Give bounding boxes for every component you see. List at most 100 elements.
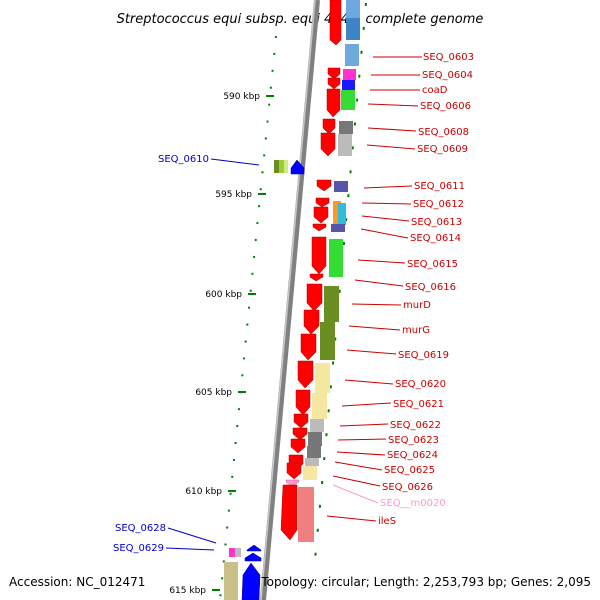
cog-block-seq-0603c bbox=[345, 44, 359, 66]
gene-label-seq-m0020[interactable]: SEQ__m0020 bbox=[380, 498, 446, 509]
gene-arrow-coad[interactable] bbox=[327, 77, 341, 90]
cog-block-seq-0623 bbox=[308, 432, 322, 446]
gene-arrow-seq-0610[interactable] bbox=[290, 159, 305, 175]
cog-block-seq-0626 bbox=[303, 466, 317, 480]
gene-label-coad[interactable]: coaD bbox=[422, 85, 448, 96]
gene-arrow-seq-0626[interactable] bbox=[286, 462, 302, 480]
cog-block-seq-0603 bbox=[346, 0, 360, 18]
cog-block-iles bbox=[298, 487, 314, 542]
forward-genes bbox=[224, 159, 305, 600]
gene-arrow-seq-0628[interactable] bbox=[246, 544, 262, 552]
gene-label-seq-0626[interactable]: SEQ_0626 bbox=[382, 482, 433, 493]
scale-label: 600 kbp bbox=[205, 290, 242, 300]
gene-label-seq-0614[interactable]: SEQ_0614 bbox=[410, 233, 461, 244]
cog-block-seq-0628b bbox=[235, 548, 241, 557]
gene-arrow-seq-0608[interactable] bbox=[322, 118, 336, 135]
scale: 590 kbp 595 kbp 600 kbp 605 kbp 610 kbp … bbox=[169, 92, 274, 596]
gene-arrow-seq-0629b[interactable] bbox=[241, 562, 261, 600]
tick-track bbox=[219, 35, 277, 600]
gene-label-seq-0625[interactable]: SEQ_0625 bbox=[384, 465, 435, 476]
cog-block-seq-0609 bbox=[338, 134, 352, 156]
gene-label-seq-0623[interactable]: SEQ_0623 bbox=[388, 435, 439, 446]
gene-arrow-seq-0612[interactable] bbox=[315, 197, 330, 208]
gene-label-seq-0603[interactable]: SEQ_0603 bbox=[423, 52, 474, 63]
gene-label-seq-0615[interactable]: SEQ_0615 bbox=[407, 259, 458, 270]
gene-labels: SEQ_0603 SEQ_0604 coaD SEQ_0606 SEQ_0608… bbox=[113, 52, 474, 554]
gene-label-seq-0624[interactable]: SEQ_0624 bbox=[387, 450, 438, 461]
cog-block-seq-0620 bbox=[315, 363, 330, 393]
gene-label-seq-0619[interactable]: SEQ_0619 bbox=[398, 350, 449, 361]
gene-label-seq-0622[interactable]: SEQ_0622 bbox=[390, 420, 441, 431]
cog-block-seq-0615 bbox=[329, 239, 343, 277]
cog-block-seq-0606 bbox=[341, 90, 355, 110]
gene-label-seq-0606[interactable]: SEQ_0606 bbox=[420, 101, 471, 112]
scale-label: 605 kbp bbox=[195, 388, 232, 398]
topology-bg bbox=[286, 572, 597, 590]
cog-block-seq-0621 bbox=[312, 393, 327, 419]
gene-label-seq-0612[interactable]: SEQ_0612 bbox=[413, 199, 464, 210]
gene-arrow-seq-0604[interactable] bbox=[327, 67, 341, 80]
cog-block-seq-0611 bbox=[334, 181, 348, 192]
cog-block-seq-0612b bbox=[338, 203, 346, 225]
accession-bg bbox=[6, 572, 154, 590]
gene-label-seq-0611[interactable]: SEQ_0611 bbox=[414, 181, 465, 192]
gene-label-seq-0604[interactable]: SEQ_0604 bbox=[422, 70, 473, 81]
reverse-gene-arrows bbox=[280, 0, 342, 541]
cog-blocks bbox=[298, 0, 360, 542]
gene-arrow-seq-0623[interactable] bbox=[292, 427, 308, 441]
cog-block-seq-0610a bbox=[274, 160, 279, 173]
gene-label-seq-0628[interactable]: SEQ_0628 bbox=[115, 523, 166, 534]
gene-arrow-seq-0611[interactable] bbox=[316, 179, 332, 192]
gene-label-seq-0620[interactable]: SEQ_0620 bbox=[395, 379, 446, 390]
genome-backbone bbox=[260, 0, 320, 600]
gene-label-seq-0609[interactable]: SEQ_0609 bbox=[417, 144, 468, 155]
gene-arrow-seq-0629[interactable] bbox=[244, 552, 262, 562]
gene-label-seq-0621[interactable]: SEQ_0621 bbox=[393, 399, 444, 410]
cog-block-seq-0624 bbox=[307, 446, 321, 458]
cog-block-seq-0625 bbox=[305, 458, 319, 466]
gene-label-seq-0608[interactable]: SEQ_0608 bbox=[418, 127, 469, 138]
scale-label: 610 kbp bbox=[185, 487, 222, 497]
gene-arrow-murg[interactable] bbox=[303, 309, 320, 335]
cog-block-seq-0603b bbox=[346, 18, 360, 40]
gene-label-seq-0629[interactable]: SEQ_0629 bbox=[113, 543, 164, 554]
gene-label-seq-0616[interactable]: SEQ_0616 bbox=[405, 282, 456, 293]
right-tick-track bbox=[314, 2, 367, 561]
gene-arrow-iles[interactable] bbox=[280, 484, 298, 541]
gene-arrow-seq-0616[interactable] bbox=[309, 273, 324, 282]
gene-arrow-seq-0622[interactable] bbox=[293, 413, 309, 429]
cog-block-seq-0610b bbox=[279, 160, 284, 173]
gene-arrow-seq-0614[interactable] bbox=[312, 223, 327, 232]
cog-block-seq-0612 bbox=[333, 201, 341, 224]
gene-arrow-seq-0609[interactable] bbox=[320, 132, 336, 157]
gene-arrow-seq-0606[interactable] bbox=[326, 88, 341, 118]
gene-label-seq-0613[interactable]: SEQ_0613 bbox=[411, 217, 462, 228]
gene-arrow-seq-0615[interactable] bbox=[311, 236, 327, 275]
cog-block-seq-0608 bbox=[339, 121, 353, 134]
gene-arrow-seq-m0020[interactable] bbox=[285, 479, 300, 487]
gene-arrow-murd[interactable] bbox=[306, 283, 323, 312]
gene-label-seq-0610[interactable]: SEQ_0610 bbox=[158, 154, 209, 165]
cog-block-seq-0622 bbox=[310, 419, 324, 432]
gene-arrow-seq-0603[interactable] bbox=[329, 0, 342, 46]
gene-arrow-seq-0620[interactable] bbox=[297, 360, 314, 389]
cog-block-murd bbox=[324, 286, 339, 322]
topology-text: Topology: circular; Length: 2,253,793 bp… bbox=[260, 575, 591, 589]
cog-block-murg bbox=[320, 322, 335, 360]
gene-arrow-seq-0621[interactable] bbox=[295, 389, 311, 416]
gene-arrow-seq-0613[interactable] bbox=[313, 206, 329, 224]
scale-label: 595 kbp bbox=[215, 190, 252, 200]
gene-label-murd[interactable]: murD bbox=[403, 300, 431, 311]
gene-arrow-seq-0624[interactable] bbox=[290, 438, 306, 454]
map-title: Streptococcus equi subsp. equi 4047, com… bbox=[117, 12, 484, 27]
gene-arrow-seq-0619[interactable] bbox=[300, 333, 317, 361]
cog-block-seq-0614 bbox=[331, 224, 345, 232]
gene-label-iles[interactable]: ileS bbox=[378, 516, 396, 527]
gene-label-murg[interactable]: murG bbox=[402, 325, 430, 336]
cog-block-coad bbox=[342, 80, 355, 90]
scale-label: 590 kbp bbox=[223, 92, 260, 102]
accession-text: Accession: NC_012471 bbox=[9, 575, 145, 589]
cog-block-seq-0629 bbox=[224, 562, 238, 600]
